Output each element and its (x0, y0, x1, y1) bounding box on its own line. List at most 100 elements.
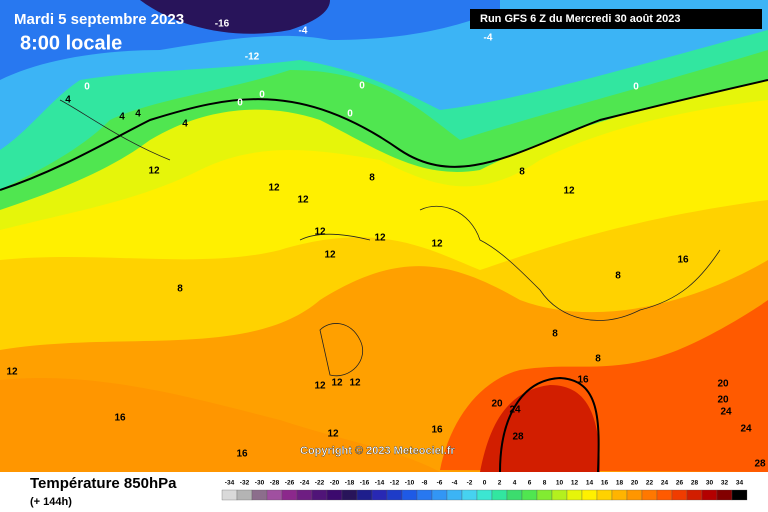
legend-label: -14 (375, 480, 385, 487)
contour-label: 0 (633, 82, 639, 93)
contour-label: 0 (259, 90, 265, 101)
legend-label: -32 (240, 480, 250, 487)
legend-label: -20 (330, 480, 340, 487)
legend-label: 8 (543, 480, 547, 487)
contour-label: 0 (359, 81, 365, 92)
legend-label: 28 (691, 480, 699, 487)
run-box (470, 9, 762, 29)
coastlines (59, 99, 721, 377)
contour-label: 8 (519, 167, 525, 178)
legend-swatch (731, 489, 748, 501)
contour-label: 8 (615, 271, 621, 282)
contour-label: 12 (6, 367, 18, 378)
legend-label: -12 (390, 480, 400, 487)
legend-swatch (491, 489, 508, 501)
contour-label: 12 (327, 429, 339, 440)
legend-label: -34 (225, 480, 235, 487)
zone-m8 (0, 0, 500, 80)
legend-swatch (386, 489, 403, 501)
legend-swatch (221, 489, 238, 501)
legend-label: 30 (706, 480, 714, 487)
legend-label: 18 (616, 480, 624, 487)
legend-label: -22 (315, 480, 325, 487)
legend-swatch (341, 489, 358, 501)
forecast-time: 8:00 locale (20, 32, 122, 54)
legend-label: 26 (676, 480, 684, 487)
legend-swatch (281, 489, 298, 501)
legend-swatch (296, 489, 313, 501)
color-legend: -34 -32 -30 -28 -26 -24 -22 -20 -18 -16 -14 -12 -10-… (221, 480, 748, 501)
legend-label: -18 (345, 480, 355, 487)
legend-swatch (686, 489, 703, 501)
legend-swatch (236, 489, 253, 501)
legend-swatch (266, 489, 283, 501)
legend-swatch (356, 489, 373, 501)
contour-label: 16 (114, 413, 126, 424)
contour-label: 20 (717, 395, 729, 406)
legend-label: 22 (646, 480, 654, 487)
variable-title: Température 850hPa (30, 475, 177, 492)
zone-m18 (140, 0, 330, 34)
contour-label: 4 (65, 95, 71, 106)
legend-swatch (326, 489, 343, 501)
legend-swatch (431, 489, 448, 501)
contour-label: 12 (431, 239, 443, 250)
legend-swatch (251, 489, 268, 501)
legend-label: -2 (467, 480, 473, 487)
contour-label: 12 (563, 186, 575, 197)
legend-swatch (371, 489, 388, 501)
contour-label: 4 (135, 109, 141, 120)
zone-28 (480, 385, 600, 472)
legend-swatch (596, 489, 613, 501)
contour-label: 24 (740, 424, 752, 435)
legend-label: 32 (721, 480, 729, 487)
contour-label: 4 (182, 119, 188, 130)
legend-swatch (461, 489, 478, 501)
contour-label: 24 (720, 407, 732, 418)
legend-label: 14 (586, 480, 594, 487)
contour-label: -4 (299, 26, 308, 37)
zone-20 (0, 378, 440, 472)
contour-label: 28 (754, 459, 766, 470)
contour-label: 0 (237, 98, 243, 109)
legend-swatch (671, 489, 688, 501)
legend-swatch (401, 489, 418, 501)
isotherm-0 (0, 79, 768, 191)
contour-label: 12 (314, 227, 326, 238)
legend-label: 24 (661, 480, 669, 487)
legend-swatch (476, 489, 493, 501)
legend-label: -8 (422, 480, 428, 487)
legend-swatch (416, 489, 433, 501)
legend-swatch (311, 489, 328, 501)
contour-label: 12 (268, 183, 280, 194)
legend-label: 12 (571, 480, 579, 487)
legend-label: 16 (601, 480, 609, 487)
contour-label: 4 (119, 112, 125, 123)
contour-label: 16 (577, 375, 589, 386)
contour-label: 8 (369, 173, 375, 184)
legend-swatch (566, 489, 583, 501)
contour-label: 20 (491, 399, 503, 410)
legend-swatch (536, 489, 553, 501)
contour-label: -16 (215, 19, 230, 30)
contour-label: 8 (552, 329, 558, 340)
legend-swatch (716, 489, 733, 501)
legend-label: 0 (483, 480, 487, 487)
contour-label: 12 (324, 250, 336, 261)
isotherm-24 (499, 376, 600, 473)
contour-label: 16 (431, 425, 443, 436)
contour-label: 12 (349, 378, 361, 389)
contour-label: 0 (84, 82, 90, 93)
contour-label: -12 (245, 52, 260, 63)
contour-label: 12 (374, 233, 386, 244)
legend-label: 20 (631, 480, 639, 487)
legend-swatch (446, 489, 463, 501)
contour-label: 28 (512, 432, 524, 443)
legend-swatch (611, 489, 628, 501)
legend-label: -16 (360, 480, 370, 487)
contour-label: 12 (331, 378, 343, 389)
legend-swatch (581, 489, 598, 501)
